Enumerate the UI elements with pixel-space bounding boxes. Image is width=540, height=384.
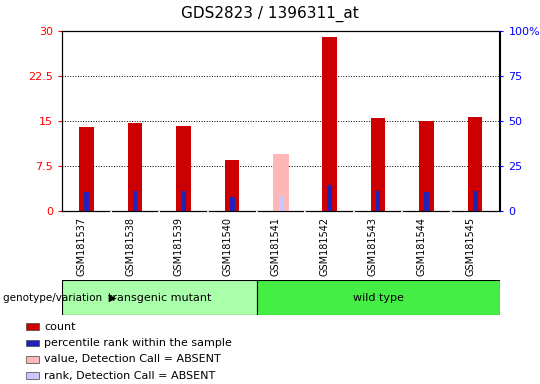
- Bar: [327, 185, 332, 211]
- Bar: [62, 280, 256, 315]
- Bar: [84, 192, 89, 211]
- Bar: [181, 191, 186, 211]
- Bar: [225, 160, 239, 211]
- Bar: [370, 118, 385, 211]
- Bar: [468, 118, 482, 211]
- Text: GSM181537: GSM181537: [76, 217, 86, 276]
- Bar: [273, 154, 289, 211]
- Text: GSM181543: GSM181543: [368, 217, 378, 276]
- Text: GSM181542: GSM181542: [319, 217, 329, 276]
- Bar: [133, 191, 137, 211]
- Bar: [26, 323, 39, 330]
- Text: count: count: [44, 322, 76, 332]
- Text: GSM181541: GSM181541: [271, 217, 281, 276]
- Bar: [230, 197, 234, 211]
- Bar: [26, 372, 39, 379]
- Text: percentile rank within the sample: percentile rank within the sample: [44, 338, 232, 348]
- Bar: [79, 127, 94, 211]
- Text: wild type: wild type: [353, 293, 403, 303]
- Text: genotype/variation  ▶: genotype/variation ▶: [3, 293, 116, 303]
- Text: GSM181545: GSM181545: [465, 217, 475, 276]
- Bar: [322, 37, 336, 211]
- Text: GSM181540: GSM181540: [222, 217, 232, 276]
- Text: GSM181544: GSM181544: [416, 217, 427, 276]
- Bar: [26, 356, 39, 362]
- Bar: [279, 196, 283, 211]
- Text: GSM181538: GSM181538: [125, 217, 135, 276]
- Bar: [424, 192, 429, 211]
- Text: GSM181539: GSM181539: [173, 217, 184, 276]
- Text: value, Detection Call = ABSENT: value, Detection Call = ABSENT: [44, 354, 221, 364]
- Bar: [472, 191, 477, 211]
- Bar: [26, 340, 39, 346]
- Bar: [176, 126, 191, 211]
- Text: transgenic mutant: transgenic mutant: [107, 293, 211, 303]
- Bar: [419, 121, 434, 211]
- Bar: [375, 191, 380, 211]
- Text: GDS2823 / 1396311_at: GDS2823 / 1396311_at: [181, 6, 359, 22]
- Bar: [127, 123, 142, 211]
- Text: rank, Detection Call = ABSENT: rank, Detection Call = ABSENT: [44, 371, 216, 381]
- Bar: [256, 280, 500, 315]
